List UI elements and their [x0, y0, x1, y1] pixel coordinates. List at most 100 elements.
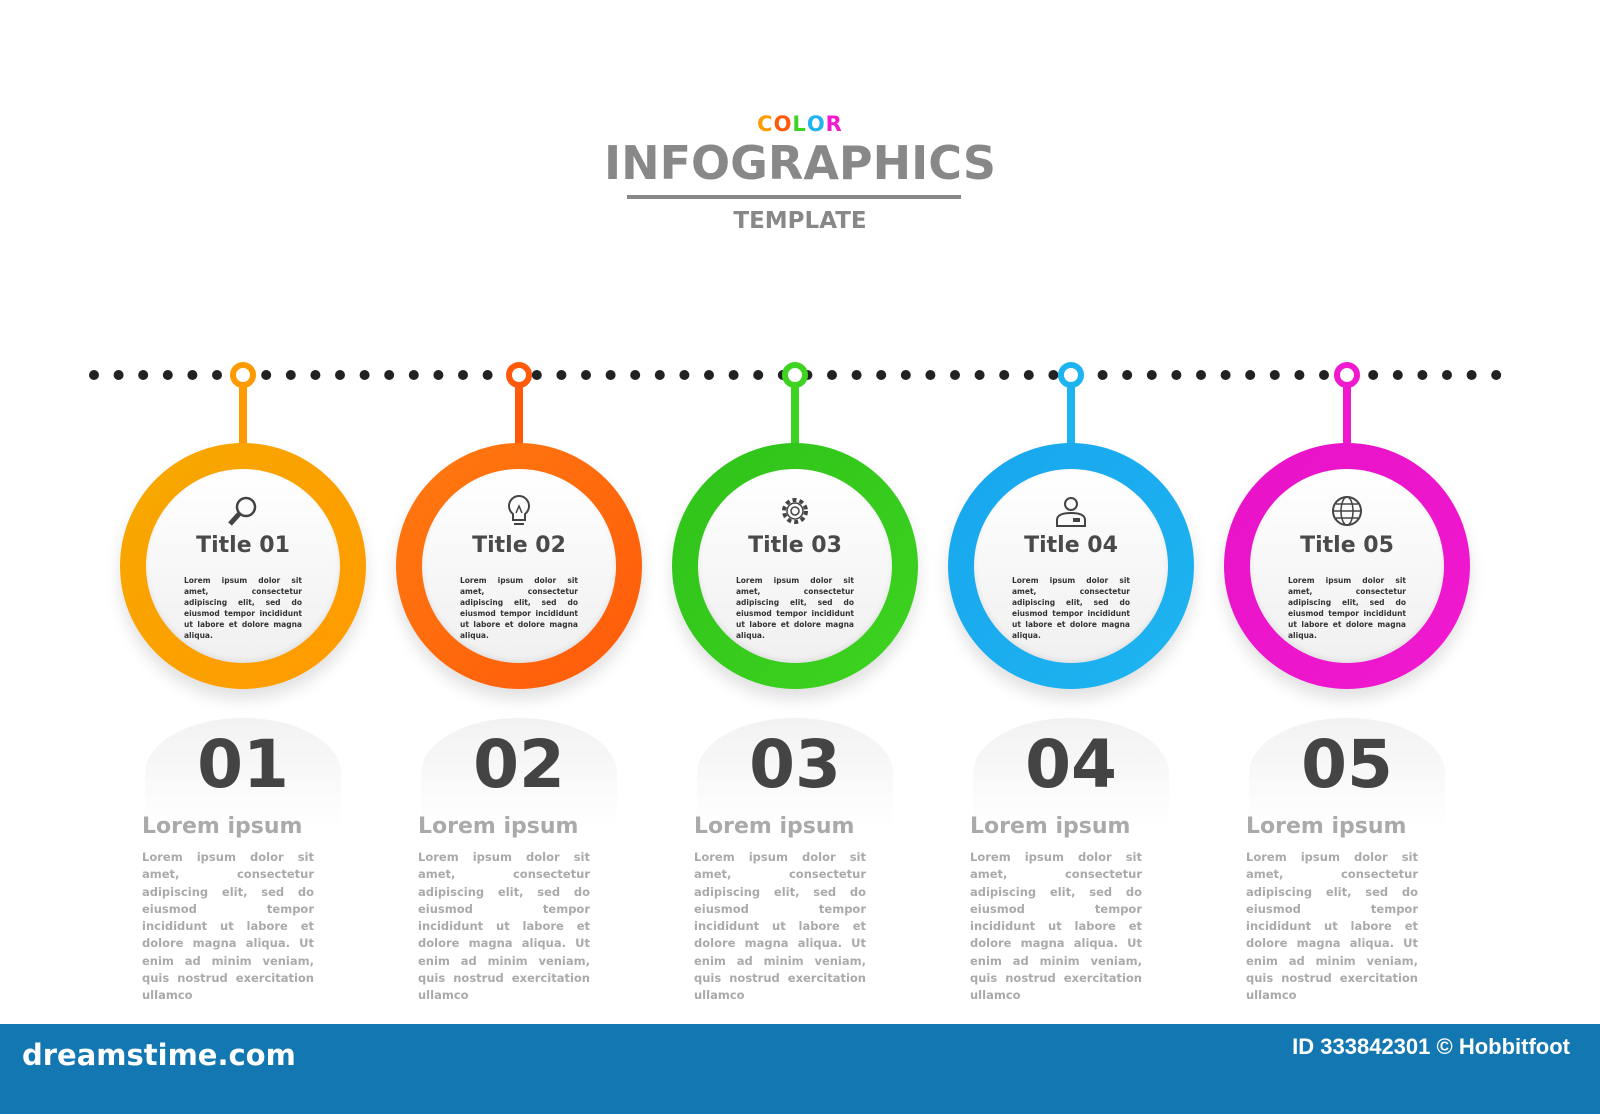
brand-logo[interactable]: dreamstime.com: [22, 1038, 296, 1072]
timeline-dot: [285, 370, 296, 380]
timeline-dot: [1466, 370, 1477, 380]
step-circle-text: Lorem ipsum dolor sit amet, consectetur …: [184, 576, 302, 640]
timeline-dot: [1196, 370, 1206, 380]
number-backdrop: [697, 718, 893, 828]
timeline-dot: [1417, 370, 1428, 380]
dotted-timeline: [89, 370, 1502, 380]
timeline-dot: [310, 370, 321, 380]
step-circle: Title 02 Lorem ipsum dolor sit amet, con…: [396, 443, 642, 689]
timeline-pin: [1334, 362, 1360, 388]
color-letter: O: [773, 112, 793, 136]
user-icon: [1056, 497, 1086, 527]
step-title: Title 04: [1024, 533, 1118, 558]
step-number: 03: [749, 726, 841, 803]
step-circle-text: Lorem ipsum dolor sit amet, consectetur …: [736, 576, 854, 640]
timeline-dot: [925, 370, 936, 380]
number-backdrop: [1249, 718, 1445, 828]
step-body-text: Lorem ipsum dolor sit amet, consectetur …: [694, 850, 866, 1003]
step-circle-text: Lorem ipsum dolor sit amet, consectetur …: [460, 576, 578, 640]
pin-stem: [515, 386, 523, 450]
timeline-dot: [654, 370, 665, 380]
step-body-text: Lorem ipsum dolor sit amet, consectetur …: [418, 850, 590, 1003]
timeline-dot: [1491, 370, 1502, 380]
timeline-dot: [999, 370, 1010, 380]
step-subheading: Lorem ipsum: [694, 814, 855, 839]
pin-stem: [791, 386, 799, 450]
number-backdrop: [145, 718, 341, 828]
step-number: 01: [197, 726, 289, 803]
timeline-dot: [335, 370, 345, 380]
timeline-dot: [728, 370, 739, 380]
timeline-pin: [1058, 362, 1084, 388]
step-title: Title 05: [1300, 533, 1394, 558]
timeline-dot: [162, 370, 173, 380]
step-title: Title 03: [748, 533, 842, 558]
step-circle: Title 04 Lorem ipsum dolor sit amet, con…: [948, 443, 1194, 689]
color-letter: O: [806, 112, 826, 136]
circle-content: Title 01 Lorem ipsum dolor sit amet, con…: [146, 469, 340, 663]
timeline-dot: [753, 370, 764, 380]
step-circle: Title 05 Lorem ipsum dolor sit amet, con…: [1224, 443, 1470, 689]
step-2: Title 02 Lorem ipsum dolor sit amet, con…: [381, 0, 657, 1002]
timeline-dot: [1442, 370, 1452, 380]
timeline-dot: [704, 370, 714, 380]
image-credit: ID 333842301 © Hobbitfoot: [1292, 1034, 1570, 1059]
step-circle-text: Lorem ipsum dolor sit amet, consectetur …: [1288, 576, 1406, 640]
timeline-dot: [974, 370, 985, 380]
timeline-dot: [1294, 370, 1305, 380]
timeline-dot: [1368, 370, 1379, 380]
timeline-dot: [605, 370, 616, 380]
gear-icon: [782, 498, 808, 524]
timeline-dot: [113, 370, 124, 380]
circle-content: Title 04 Lorem ipsum dolor sit amet, con…: [974, 469, 1168, 663]
number-backdrop: [421, 718, 617, 828]
timeline-pin: [782, 362, 808, 388]
step-3: Title 03 Lorem ipsum dolor sit amet, con…: [657, 0, 933, 1002]
step-subheading: Lorem ipsum: [970, 814, 1131, 839]
timeline-pin: [230, 362, 256, 388]
timeline-dot: [187, 370, 198, 380]
color-letter: L: [792, 112, 807, 136]
step-body-text: Lorem ipsum dolor sit amet, consectetur …: [142, 850, 314, 1003]
pin-stem: [1067, 386, 1075, 450]
timeline-dot: [1146, 370, 1157, 380]
pin-stem: [239, 386, 247, 450]
timeline-dot: [1048, 370, 1059, 380]
number-backdrop: [973, 718, 1169, 828]
circle-content: Title 05 Lorem ipsum dolor sit amet, con…: [1250, 469, 1444, 663]
circle-content: Title 02 Lorem ipsum dolor sit amet, con…: [422, 469, 616, 663]
timeline-dot: [876, 370, 887, 380]
timeline-dot: [384, 370, 395, 380]
main-title: INFOGRAPHICS: [604, 136, 996, 190]
step-circle: Title 01 Lorem ipsum dolor sit amet, con…: [120, 443, 366, 689]
timeline-dot: [679, 370, 690, 380]
timeline-dot: [1220, 370, 1231, 380]
timeline-dot: [827, 370, 837, 380]
step-title: Title 01: [196, 533, 290, 558]
step-subheading: Lorem ipsum: [418, 814, 579, 839]
timeline-dot: [138, 370, 149, 380]
step-body-text: Lorem ipsum dolor sit amet, consectetur …: [970, 850, 1142, 1003]
timeline-pin: [506, 362, 532, 388]
timeline-dot: [1171, 370, 1182, 380]
timeline-dot: [531, 370, 542, 380]
step-subheading: Lorem ipsum: [142, 814, 303, 839]
magnifier-icon: [228, 496, 257, 526]
timeline-dot: [630, 370, 641, 380]
timeline-dot: [1245, 370, 1256, 380]
timeline-dot: [1097, 370, 1108, 380]
step-title: Title 02: [472, 533, 566, 558]
step-number: 02: [473, 726, 565, 803]
lightbulb-icon: [508, 494, 530, 525]
color-letter: C: [757, 112, 774, 136]
timeline-dot: [261, 370, 272, 380]
step-number: 04: [1025, 726, 1117, 803]
step-4: Title 04 Lorem ipsum dolor sit amet, con…: [933, 0, 1209, 1002]
timeline-dot: [359, 370, 370, 380]
timeline-dot: [1023, 370, 1034, 380]
timeline-dot: [581, 370, 591, 380]
title-underline: [627, 195, 961, 199]
color-letter: R: [825, 112, 843, 136]
timeline-dot: [408, 370, 419, 380]
timeline-dot: [1269, 370, 1280, 380]
